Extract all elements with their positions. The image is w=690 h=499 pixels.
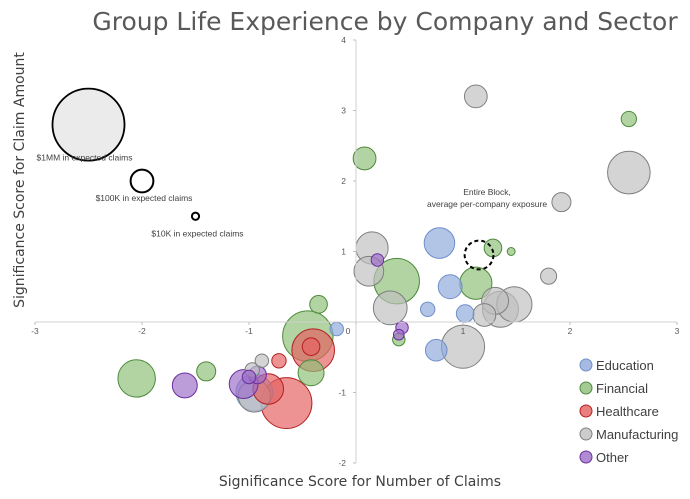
- bubble-manufacturing: [372, 290, 408, 326]
- bubble-financial: [297, 359, 325, 387]
- bubble-education: [455, 304, 475, 323]
- legend-marker-healthcare: [579, 404, 593, 418]
- bubble-healthcare: [301, 337, 321, 356]
- bubble-financial: [309, 295, 328, 314]
- x-tick-label: -2: [138, 326, 146, 336]
- x-tick-label: 1: [461, 326, 466, 336]
- y-tick-label: 4: [341, 35, 346, 45]
- bubble-financial: [117, 359, 156, 398]
- bubble-education: [424, 338, 448, 362]
- reference-label: Entire Block,: [463, 187, 511, 197]
- bubble-manufacturing: [540, 267, 558, 285]
- y-tick-label: -1: [338, 388, 346, 398]
- x-tick-label: 0: [346, 326, 351, 336]
- x-axis-title: Significance Score for Number of Claims: [219, 474, 501, 490]
- x-tick-label: 2: [568, 326, 573, 336]
- bubble-manufacturing: [551, 192, 572, 213]
- bubble-manufacturing: [463, 84, 488, 109]
- legend-marker-education: [579, 358, 593, 372]
- bubble-healthcare: [271, 353, 287, 369]
- bubble-financial: [196, 361, 217, 382]
- x-tick-label: 3: [675, 326, 680, 336]
- bubble-financial: [506, 247, 516, 256]
- plot-area: $1MM in expected claims $100K in expected…: [37, 84, 651, 430]
- legend-marker-financial: [579, 381, 593, 395]
- reference-sublabel: average per-company exposure: [427, 199, 547, 209]
- size-key-label: $10K in expected claims: [151, 228, 243, 238]
- bubble-financial: [483, 238, 503, 258]
- bubble-education: [419, 301, 436, 318]
- bubble-financial: [620, 110, 637, 128]
- legend-label-manufacturing: Manufacturing: [596, 427, 678, 442]
- legend-label-education: Education: [596, 358, 654, 373]
- x-tick-label: -3: [31, 326, 39, 336]
- bubble-education: [437, 274, 463, 300]
- bubble-manufacturing: [254, 353, 270, 369]
- y-tick-label: 2: [341, 176, 346, 186]
- y-tick-label: -2: [338, 458, 346, 468]
- legend-marker-other: [579, 450, 593, 464]
- size-key-circle: [190, 211, 201, 221]
- legend: Education Financial Healthcare Manufacturin…: [579, 358, 678, 465]
- bubble-other: [241, 369, 257, 385]
- legend-label-healthcare: Healthcare: [596, 404, 659, 419]
- size-key-circle: [129, 168, 155, 194]
- bubble-education: [329, 321, 344, 337]
- bubble-financial: [352, 146, 377, 171]
- bubble-education: [423, 227, 456, 259]
- chart-title: Group Life Experience by Company and Sec…: [92, 7, 678, 36]
- bubble-manufacturing: [607, 150, 651, 195]
- x-tick-label: -1: [245, 326, 253, 336]
- y-tick-label: 1: [341, 247, 346, 257]
- size-key-label: $100K in expected claims: [96, 193, 193, 203]
- legend-label-other: Other: [596, 450, 629, 465]
- reference-circle: [463, 239, 495, 271]
- bubble-manufacturing: [472, 303, 497, 327]
- bubble-other: [392, 328, 405, 341]
- size-key-circle: [51, 87, 126, 162]
- legend-marker-manufacturing: [579, 427, 593, 441]
- size-key-label: $1MM in expected claims: [37, 153, 133, 163]
- legend-label-financial: Financial: [596, 381, 648, 396]
- axes: -3 -2 -1 0 1 2 3 -2 -1 1 2 3 4: [31, 35, 679, 468]
- bubble-other: [370, 253, 385, 267]
- bubble-other: [171, 372, 198, 399]
- y-tick-label: 3: [341, 106, 346, 116]
- y-axis-title: Significance Score for Claim Amount: [12, 52, 28, 308]
